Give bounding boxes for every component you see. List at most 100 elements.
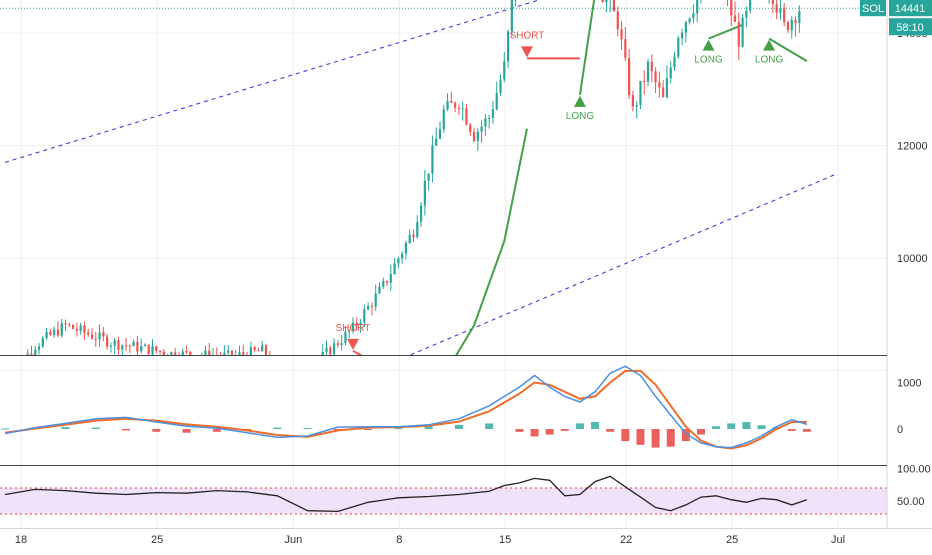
candle-body: [230, 350, 234, 355]
macd-histogram-bar: [666, 429, 675, 447]
time-tick-label: 25: [151, 534, 163, 546]
candle-body: [730, 0, 733, 16]
candle-body: [121, 345, 124, 350]
candle-body: [253, 347, 256, 351]
candle-body: [639, 80, 642, 106]
trail-stop-segment: [578, 0, 596, 96]
price-tick-label: 12000: [897, 141, 928, 153]
candle-body: [181, 351, 184, 355]
rsi-tick-label: 100.00: [897, 464, 931, 476]
candle-body: [189, 351, 192, 355]
short-signal-marker: [520, 46, 533, 58]
candle-body: [665, 78, 669, 98]
axes: [0, 0, 932, 529]
candle-body: [264, 345, 268, 355]
candle-body: [798, 11, 801, 24]
candle-body: [499, 79, 502, 93]
candle-body: [367, 305, 370, 310]
candle-body: [128, 345, 131, 347]
candle-body: [393, 263, 396, 275]
macd-histogram-bar: [61, 427, 70, 429]
macd-histogram-bar: [621, 429, 630, 442]
short-signal-marker: [346, 338, 359, 350]
candle-body: [794, 19, 797, 24]
candle-body: [49, 331, 52, 335]
candle-body: [30, 353, 33, 355]
candle-body: [34, 349, 37, 355]
trail-stop-segment: [503, 128, 528, 242]
candle-body: [71, 325, 75, 329]
macd-histogram-bar: [712, 426, 721, 429]
macd-histogram-bar: [212, 429, 221, 432]
candle-body: [124, 345, 128, 347]
candle-body: [336, 343, 339, 346]
macd-histogram-bar: [454, 424, 463, 429]
candle-body: [90, 334, 94, 339]
candle-body: [427, 173, 430, 181]
rsi-tick-label: 50.00: [897, 496, 925, 508]
candle-body: [495, 92, 498, 110]
macd-pane[interactable]: [1, 365, 811, 450]
candle-body: [435, 138, 438, 146]
candle-body: [620, 29, 623, 40]
price-tick-label: 10000: [897, 253, 928, 265]
candle-body: [650, 61, 653, 72]
candle-body: [53, 329, 56, 335]
candle-body: [442, 109, 445, 130]
candle-body: [94, 338, 97, 340]
candle-body: [692, 13, 695, 19]
candle-body: [143, 344, 147, 347]
candle-body: [136, 341, 139, 352]
candle-body: [223, 352, 226, 355]
candle-body: [408, 234, 411, 243]
candle-body: [351, 322, 355, 331]
candle-body: [64, 323, 67, 325]
candle-body: [227, 350, 230, 353]
candle-body: [363, 309, 366, 323]
last-price-label: 14441: [895, 3, 926, 15]
long-signal-marker: [702, 39, 715, 51]
macd-histogram-bar: [364, 429, 373, 430]
candle-body: [635, 105, 638, 107]
candle-body: [510, 0, 513, 32]
macd-histogram-bar: [530, 429, 539, 437]
candle-body: [605, 0, 608, 3]
candle-body: [438, 129, 442, 139]
candle-body: [662, 87, 665, 98]
candle-body: [26, 353, 29, 355]
macd-histogram-bar: [757, 425, 766, 429]
candle-body: [488, 117, 491, 119]
candle-body: [170, 352, 173, 355]
candle-body: [261, 345, 264, 352]
candle-body: [106, 336, 109, 347]
candle-body: [117, 340, 120, 350]
price-pane[interactable]: SHORTSHORTLONGSHORTLONGSHORTLONG: [0, 0, 887, 399]
candle-body: [431, 145, 434, 174]
long-signal-label: LONG: [566, 111, 595, 122]
macd-histogram-bar: [273, 427, 282, 429]
time-tick-label: Jul: [831, 534, 845, 546]
candle-body: [771, 0, 774, 4]
candle-body: [469, 124, 472, 133]
candle-body: [344, 331, 347, 343]
candle-body: [775, 3, 778, 13]
candle-body: [385, 280, 389, 283]
candle-body: [147, 344, 150, 355]
candle-body: [404, 242, 408, 254]
candle-body: [654, 71, 657, 83]
candle-body: [329, 347, 332, 355]
candle-body: [616, 11, 619, 30]
macd-histogram-bar: [636, 429, 645, 445]
rsi-pane[interactable]: [0, 475, 887, 515]
last-price-tag: [889, 0, 932, 17]
candle-body: [382, 280, 385, 287]
macd-histogram-bar: [545, 429, 554, 435]
candle-body: [257, 350, 260, 352]
candle-body: [461, 108, 464, 110]
time-tick-label: 22: [620, 534, 632, 546]
candle-body: [378, 286, 381, 294]
candle-body: [37, 346, 41, 350]
